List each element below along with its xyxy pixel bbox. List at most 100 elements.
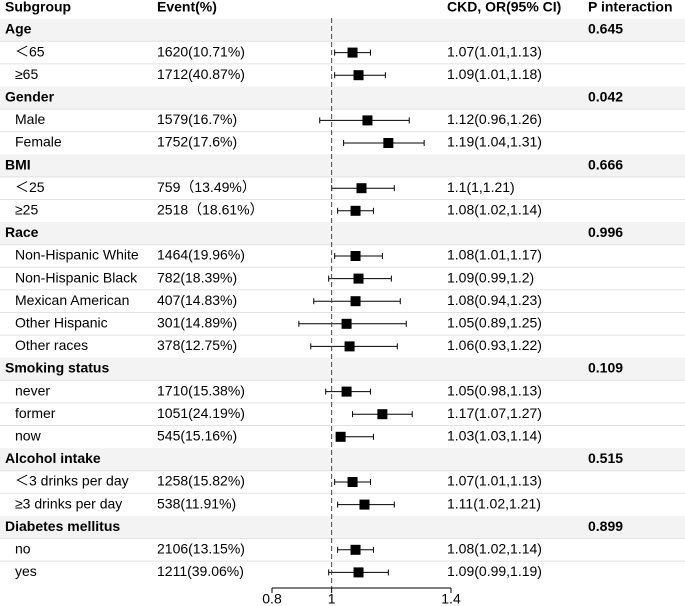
event-text: 1464(19.96%): [157, 247, 245, 263]
event-text: 759（13.49%）: [157, 179, 256, 195]
event-text: 301(14.89%): [157, 315, 237, 331]
ci-label: 1.06(0.93,1.22): [447, 337, 542, 353]
p-interaction: 0.645: [588, 21, 623, 37]
point-estimate: [347, 477, 358, 487]
p-interaction: 0.042: [588, 89, 623, 105]
group-label: Age: [5, 21, 32, 37]
p-interaction: 0.666: [588, 156, 623, 172]
group-label: Race: [5, 224, 39, 240]
event-text: 782(18.39%): [157, 269, 237, 285]
p-interaction: 0.109: [588, 360, 623, 376]
subgroup-label: Other Hispanic: [15, 315, 108, 331]
point-estimate: [353, 567, 364, 578]
ci-label: 1.09(0.99,1.19): [447, 563, 542, 579]
p-interaction: 0.515: [588, 450, 623, 466]
ci-label: 1.05(0.98,1.13): [447, 382, 542, 398]
subgroup-label: Non-Hispanic White: [15, 247, 139, 263]
point-estimate: [341, 318, 352, 329]
point-estimate: [341, 386, 352, 397]
event-text: 545(15.16%): [157, 428, 237, 444]
event-text: 1579(16.7%): [157, 111, 237, 127]
subgroup-label: ≥3 drinks per day: [15, 495, 122, 511]
event-text: 1710(15.38%): [157, 382, 245, 398]
point-estimate: [356, 183, 367, 194]
ci-label: 1.08(1.02,1.14): [447, 202, 542, 218]
point-estimate: [347, 47, 358, 58]
group-row-bg: [0, 448, 685, 471]
event-text: 1620(10.71%): [157, 43, 245, 59]
group-row-bg: [0, 515, 685, 539]
p-interaction: 0.899: [588, 518, 623, 534]
point-estimate: [350, 544, 361, 555]
point-estimate: [362, 115, 373, 126]
event-text: 378(12.75%): [157, 337, 237, 353]
group-row-bg: [0, 18, 685, 42]
event-text: 2106(13.15%): [157, 541, 245, 557]
point-estimate: [335, 431, 346, 442]
ci-label: 1.08(1.02,1.14): [447, 541, 542, 557]
event-text: 1752(17.6%): [157, 134, 237, 150]
group-label: BMI: [5, 156, 31, 172]
subgroup-label: Male: [15, 111, 46, 127]
point-estimate: [353, 70, 364, 81]
group-row-bg: [0, 222, 685, 245]
ci-label: 1.09(0.99,1.2): [447, 269, 534, 285]
x-tick-label: 0.8: [262, 591, 282, 606]
column-header: P interaction: [588, 0, 673, 15]
ci-label: 1.19(1.04,1.31): [447, 134, 542, 150]
group-row-bg: [0, 86, 685, 110]
column-header: CKD, OR(95% CI): [447, 0, 561, 15]
group-row-bg: [0, 357, 685, 381]
ci-label: 1.09(1.01,1.18): [447, 66, 542, 82]
point-estimate: [350, 251, 361, 261]
point-estimate: [353, 273, 364, 284]
subgroup-label: ＜25: [15, 179, 45, 195]
ci-label: 1.03(1.03,1.14): [447, 428, 542, 444]
subgroup-label: no: [15, 541, 31, 557]
subgroup-label: Mexican American: [15, 292, 129, 308]
event-text: 538(11.91%): [157, 495, 236, 511]
group-label: Diabetes mellitus: [5, 518, 120, 534]
subgroup-label: former: [15, 405, 56, 421]
ci-label: 1.05(0.89,1.25): [447, 315, 542, 331]
subgroup-label: Non-Hispanic Black: [15, 269, 138, 285]
subgroup-label: Female: [15, 134, 62, 150]
ci-label: 1.11(1.02,1.21): [447, 495, 541, 511]
subgroup-label: Other races: [15, 337, 88, 353]
ci-label: 1.17(1.07,1.27): [447, 405, 542, 421]
ci-label: 1.07(1.01,1.13): [447, 43, 542, 59]
point-estimate: [359, 499, 370, 510]
column-header: Subgroup: [5, 0, 71, 15]
subgroup-label: ≥65: [15, 66, 38, 82]
event-text: 1051(24.19%): [157, 405, 245, 421]
subgroup-label: ＜3 drinks per day: [15, 473, 129, 489]
ci-label: 1.08(0.94,1.23): [447, 292, 542, 308]
subgroup-label: now: [15, 428, 42, 444]
point-estimate: [350, 296, 361, 307]
point-estimate: [377, 409, 388, 420]
subgroup-label: never: [15, 382, 50, 398]
group-label: Alcohol intake: [5, 450, 101, 466]
point-estimate: [344, 341, 355, 352]
event-text: 407(14.83%): [157, 292, 237, 308]
ci-label: 1.08(1.01,1.17): [447, 247, 542, 263]
group-label: Smoking status: [5, 360, 109, 376]
ci-label: 1.07(1.01,1.13): [447, 473, 542, 489]
x-tick-label: 1: [328, 591, 336, 606]
ci-label: 1.1(1,1.21): [447, 179, 515, 195]
group-label: Gender: [5, 89, 55, 105]
event-text: 1258(15.82%): [157, 473, 245, 489]
ci-label: 1.12(0.96,1.26): [447, 111, 542, 127]
point-estimate: [383, 138, 394, 148]
event-text: 2518（18.61%）: [157, 202, 264, 218]
x-tick-label: 1.4: [441, 591, 461, 606]
subgroup-label: ＜65: [15, 43, 45, 59]
group-row-bg: [0, 154, 685, 177]
column-header: Event(%): [157, 0, 217, 15]
event-text: 1712(40.87%): [157, 66, 245, 82]
subgroup-label: yes: [15, 563, 37, 579]
event-text: 1211(39.06%): [157, 563, 244, 579]
p-interaction: 0.996: [588, 224, 623, 240]
subgroup-label: ≥25: [15, 202, 38, 218]
